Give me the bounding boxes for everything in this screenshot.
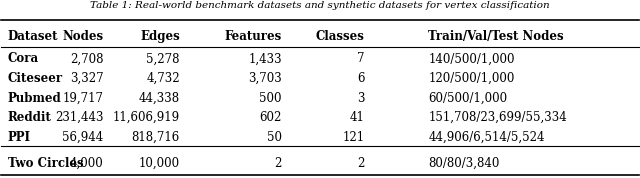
Text: 60/500/1,000: 60/500/1,000 xyxy=(428,92,508,105)
Text: 602: 602 xyxy=(259,111,282,124)
Text: 2,708: 2,708 xyxy=(70,52,103,65)
Text: 50: 50 xyxy=(267,131,282,144)
Text: 4,000: 4,000 xyxy=(70,157,103,170)
Text: 1,433: 1,433 xyxy=(248,52,282,65)
Text: 140/500/1,000: 140/500/1,000 xyxy=(428,52,515,65)
Text: Classes: Classes xyxy=(316,30,365,43)
Text: Pubmed: Pubmed xyxy=(8,92,61,105)
Text: 151,708/23,699/55,334: 151,708/23,699/55,334 xyxy=(428,111,567,124)
Text: Nodes: Nodes xyxy=(62,30,103,43)
Text: 11,606,919: 11,606,919 xyxy=(113,111,180,124)
Text: 5,278: 5,278 xyxy=(147,52,180,65)
Text: 7: 7 xyxy=(357,52,365,65)
Text: 10,000: 10,000 xyxy=(139,157,180,170)
Text: Two Circles: Two Circles xyxy=(8,157,83,170)
Text: 41: 41 xyxy=(349,111,365,124)
Text: 6: 6 xyxy=(357,72,365,85)
Text: 3,703: 3,703 xyxy=(248,72,282,85)
Text: 3,327: 3,327 xyxy=(70,72,103,85)
Text: 818,716: 818,716 xyxy=(132,131,180,144)
Text: 44,338: 44,338 xyxy=(139,92,180,105)
Text: Dataset: Dataset xyxy=(8,30,58,43)
Text: 2: 2 xyxy=(357,157,365,170)
Text: Reddit: Reddit xyxy=(8,111,52,124)
Text: Citeseer: Citeseer xyxy=(8,72,63,85)
Text: PPI: PPI xyxy=(8,131,31,144)
Text: 3: 3 xyxy=(357,92,365,105)
Text: 121: 121 xyxy=(342,131,365,144)
Text: 231,443: 231,443 xyxy=(55,111,103,124)
Text: 19,717: 19,717 xyxy=(62,92,103,105)
Text: Train/Val/Test Nodes: Train/Val/Test Nodes xyxy=(428,30,564,43)
Text: 500: 500 xyxy=(259,92,282,105)
Text: 56,944: 56,944 xyxy=(62,131,103,144)
Text: Features: Features xyxy=(225,30,282,43)
Text: 2: 2 xyxy=(275,157,282,170)
Text: Cora: Cora xyxy=(8,52,39,65)
Text: 120/500/1,000: 120/500/1,000 xyxy=(428,72,515,85)
Text: Table 1: Real-world benchmark datasets and synthetic datasets for vertex classif: Table 1: Real-world benchmark datasets a… xyxy=(90,1,550,10)
Text: Edges: Edges xyxy=(140,30,180,43)
Text: 44,906/6,514/5,524: 44,906/6,514/5,524 xyxy=(428,131,545,144)
Text: 4,732: 4,732 xyxy=(146,72,180,85)
Text: 80/80/3,840: 80/80/3,840 xyxy=(428,157,500,170)
